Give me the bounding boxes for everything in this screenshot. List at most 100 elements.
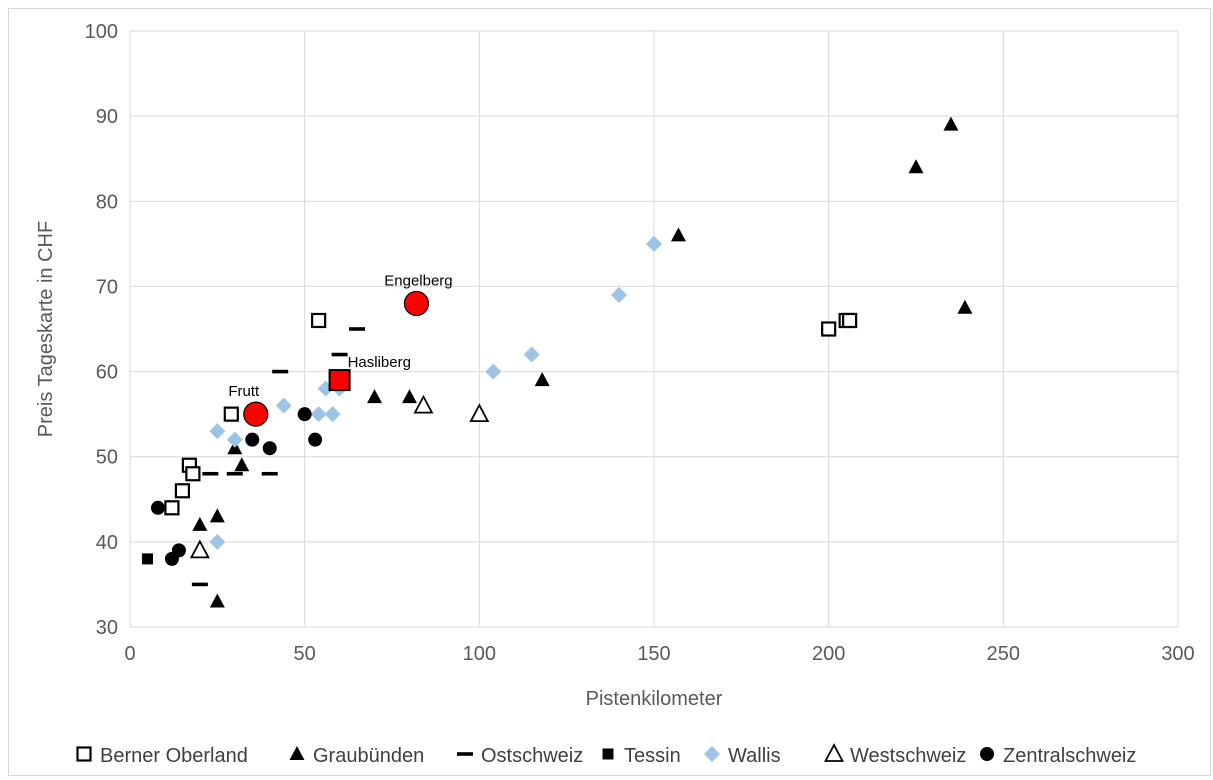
x-tick-label: 250: [987, 643, 1020, 665]
data-point: [209, 508, 225, 523]
data-point: [164, 500, 180, 516]
data-point: [401, 389, 417, 404]
data-point: [842, 312, 858, 329]
series-graubünden: [192, 116, 973, 608]
legend-marker: [980, 747, 994, 761]
data-point: [226, 471, 243, 476]
series-berner-oberland: [164, 312, 858, 516]
data-point: [310, 406, 327, 423]
series-ostschweiz: [191, 327, 366, 587]
data-point: [209, 533, 226, 550]
x-tick-label: 150: [637, 643, 670, 665]
data-point: [275, 397, 292, 414]
legend-item: Graubünden: [289, 745, 424, 767]
y-tick-label: 80: [96, 191, 118, 213]
data-point: [202, 471, 219, 476]
y-tick-label: 60: [96, 362, 118, 384]
data-point: [209, 593, 225, 608]
data-point: [670, 227, 686, 242]
y-axis-title: Preis Tageskarte in CHF: [35, 221, 57, 437]
data-point: [943, 116, 959, 131]
data-point: [534, 372, 550, 387]
legend-label: Ostschweiz: [481, 745, 583, 767]
legend-label: Zentralschweiz: [1003, 745, 1136, 767]
y-tick-label: 40: [96, 532, 118, 554]
y-tick-label: 100: [85, 21, 118, 43]
data-point: [611, 286, 628, 303]
data-point: [272, 369, 289, 374]
legend-label: Graubünden: [313, 745, 424, 767]
data-point: [469, 403, 490, 423]
data-point: [191, 582, 208, 587]
legend-marker: [704, 746, 720, 762]
legend-marker: [289, 746, 305, 760]
axes: 30 40 50 60 70 80 90 100 0 50 100 150 200 250 300: [85, 21, 1195, 665]
legend-item: Tessin: [602, 745, 681, 767]
data-point: [141, 553, 153, 565]
legend-label: Westschweiz: [850, 745, 966, 767]
x-tick-label: 100: [463, 643, 496, 665]
gridlines: [129, 30, 1179, 628]
series-westschweiz: [189, 394, 490, 559]
highlight-point: [328, 369, 351, 392]
series-zentralschweiz: [150, 407, 323, 566]
x-tick-label: 200: [812, 643, 845, 665]
data-point: [223, 406, 239, 422]
data-point: [331, 352, 348, 357]
highlight-point: [403, 290, 430, 317]
data-point: [234, 457, 250, 472]
data-point: [646, 235, 662, 252]
data-point: [185, 466, 201, 482]
legend-item: Ostschweiz: [457, 745, 583, 767]
data-point: [821, 321, 837, 337]
data-point: [226, 431, 243, 448]
legend-label: Berner Oberland: [100, 745, 248, 767]
data-point: [192, 516, 208, 531]
data-point: [189, 539, 210, 559]
data-point: [297, 407, 312, 422]
data-point: [523, 346, 540, 363]
data-point: [324, 406, 341, 423]
legend-marker: [602, 748, 614, 760]
legend-item: Zentralschweiz: [980, 745, 1136, 767]
data-point: [261, 471, 278, 476]
data-points: [141, 116, 973, 608]
y-tick-label: 90: [96, 106, 118, 128]
x-tick-label: 0: [124, 643, 135, 665]
data-point: [349, 327, 366, 331]
data-point: [308, 432, 323, 447]
chart-frame: [8, 8, 1211, 776]
highlight-label: Engelberg: [384, 272, 452, 289]
data-point: [311, 312, 327, 329]
data-point: [209, 423, 226, 440]
data-point: [413, 394, 434, 414]
legend-label: Tessin: [624, 745, 681, 767]
series-tessin: [141, 553, 153, 565]
x-tick-label: 300: [1161, 643, 1194, 665]
data-point: [908, 159, 924, 174]
data-point: [150, 500, 165, 515]
legend-marker: [76, 746, 92, 762]
legend-label: Wallis: [728, 745, 781, 767]
y-tick-label: 50: [96, 447, 118, 469]
legend-marker: [824, 743, 844, 762]
legend: Berner Oberland Graubünden Ostschweiz Tessi…: [76, 743, 1136, 767]
data-point: [367, 389, 383, 404]
legend-item: Wallis: [704, 745, 781, 767]
legend-item: Westschweiz: [824, 743, 966, 767]
data-point: [485, 363, 502, 380]
data-point: [245, 432, 260, 447]
highlight-label: Frutt: [228, 383, 260, 400]
highlight-point: [243, 401, 269, 427]
y-tick-label: 30: [96, 617, 118, 639]
data-point: [171, 543, 186, 558]
highlight-points: Engelberg Hasliberg Frutt: [228, 272, 453, 427]
highlight-label: Hasliberg: [348, 354, 411, 371]
legend-item: Berner Oberland: [76, 745, 248, 767]
data-point: [262, 441, 277, 456]
legend-marker: [457, 752, 473, 756]
x-axis-title: Pistenkilometer: [586, 688, 723, 710]
y-tick-label: 70: [96, 276, 118, 298]
x-tick-label: 50: [294, 643, 316, 665]
